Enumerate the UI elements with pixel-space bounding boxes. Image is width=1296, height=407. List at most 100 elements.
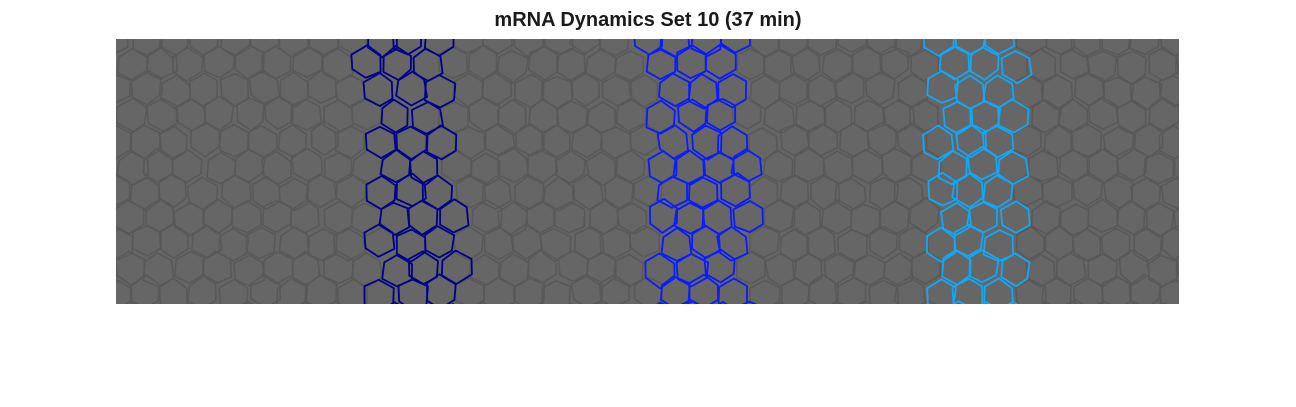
cell: [1101, 39, 1132, 56]
cell: [868, 225, 899, 260]
cell: [1178, 301, 1179, 304]
cell: [328, 300, 342, 304]
cell-lattice: [116, 39, 1179, 304]
cell: [598, 274, 631, 304]
cell: [481, 175, 512, 210]
stripe-2-cell: [730, 148, 763, 183]
cell: [129, 176, 161, 212]
cell: [528, 97, 560, 135]
cell: [628, 73, 659, 109]
cell: [1116, 147, 1148, 182]
cell: [203, 44, 236, 79]
cell: [1158, 74, 1179, 108]
cell: [130, 70, 162, 106]
cell: [1045, 39, 1076, 56]
stripe-3-cell: [952, 300, 966, 304]
cell: [628, 224, 661, 258]
cell: [1133, 227, 1163, 263]
stripe-2-cell: [659, 275, 691, 304]
stripe-2-cell: [687, 73, 719, 110]
stripe-1-cell: [397, 278, 429, 304]
stripe-2-cell: [732, 200, 764, 234]
cell: [1059, 46, 1091, 80]
cell: [633, 276, 664, 304]
cell: [1127, 39, 1160, 56]
stripe-2-cell: [703, 248, 736, 284]
cell: [909, 250, 942, 285]
cell: [850, 203, 881, 238]
cell: [130, 274, 161, 304]
stripe-3-cell: [981, 301, 992, 304]
cell: [186, 275, 217, 304]
cell: [542, 176, 575, 212]
stripe-3-cell: [1007, 300, 1019, 304]
cell: [586, 101, 617, 135]
cell: [264, 95, 294, 131]
cell: [779, 123, 810, 157]
cell: [780, 277, 810, 304]
cell: [206, 151, 237, 185]
stripe-1-cell: [363, 278, 395, 304]
cell: [513, 39, 544, 58]
cell: [762, 149, 794, 183]
cell: [453, 225, 484, 262]
cell: [1115, 100, 1147, 134]
cell: [496, 201, 528, 238]
stripe-1-cell: [381, 254, 414, 288]
cell: [778, 71, 810, 106]
cell: [1130, 176, 1162, 213]
stripe-1-cell: [439, 198, 470, 234]
stripe-2-cell: [645, 99, 676, 135]
cell: [1073, 72, 1106, 108]
cell: [1148, 96, 1179, 132]
cell: [868, 279, 900, 304]
cell: [171, 46, 204, 82]
cell: [218, 227, 250, 262]
stripe-2-cell: [675, 252, 710, 288]
cell: [116, 47, 149, 82]
cell: [1116, 200, 1148, 236]
cell: [452, 39, 484, 55]
stripe-2-cell: [656, 123, 689, 160]
cell: [201, 250, 233, 284]
cell: [807, 273, 839, 304]
stripe-3-cell: [1000, 252, 1031, 288]
cell: [116, 199, 145, 235]
cell: [1085, 50, 1118, 83]
cell: [717, 277, 748, 304]
stripe-2-cell: [633, 39, 664, 56]
cell: [1041, 275, 1072, 304]
stripe-2-cell: [660, 226, 693, 262]
cell: [157, 172, 187, 208]
stripe-1-cell: [378, 201, 411, 236]
cell: [1059, 203, 1090, 239]
cell: [186, 176, 219, 212]
cell: [1143, 152, 1175, 185]
cell: [553, 200, 586, 234]
stripe-2-cell: [677, 98, 708, 133]
cell: [455, 174, 487, 209]
stripe-3-cell: [953, 223, 985, 257]
cell: [569, 39, 601, 55]
cell: [823, 98, 853, 135]
stripe-1-cell: [350, 44, 382, 79]
cell: [860, 300, 873, 304]
stripe-1-cell: [426, 124, 458, 161]
stripe-3-cell: [999, 200, 1031, 234]
cell: [290, 147, 323, 183]
cell: [333, 227, 367, 262]
cell: [171, 149, 203, 184]
cell: [467, 253, 500, 287]
cell: [203, 95, 235, 132]
stripe-2-cell: [649, 197, 679, 234]
cell: [838, 122, 871, 158]
cell: [1118, 248, 1151, 286]
stripe-3-cell: [937, 150, 968, 186]
cell: [823, 252, 855, 287]
stripe-2-cell: [647, 150, 678, 184]
cell: [1041, 74, 1074, 111]
cell: [426, 273, 457, 304]
cell: [831, 301, 841, 304]
cell: [556, 47, 586, 82]
stripe-2-cell: [720, 172, 751, 208]
